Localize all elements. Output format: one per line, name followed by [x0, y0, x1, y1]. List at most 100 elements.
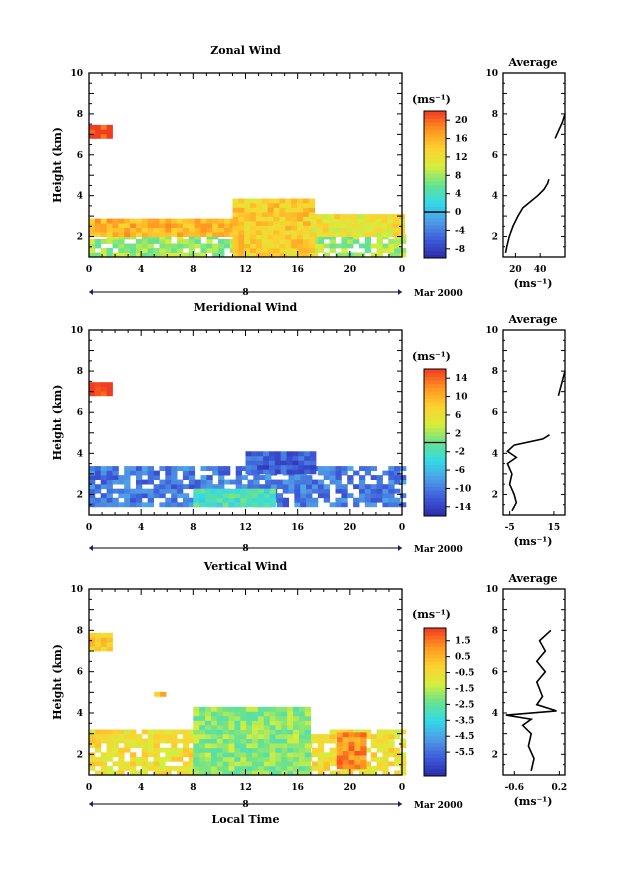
- x-axis-label: Local Time: [212, 813, 280, 826]
- heatmap-cell: [286, 464, 293, 470]
- heatmap-cell: [216, 747, 224, 753]
- heatmap-cell: [89, 475, 96, 480]
- heatmap-cell: [329, 752, 336, 758]
- heatmap-cell: [363, 214, 370, 219]
- heatmap-cell: [312, 248, 319, 253]
- heatmap-cell: [285, 198, 292, 204]
- heatmap-cell: [286, 469, 293, 475]
- y-tick-label: 6: [77, 151, 83, 161]
- heatmap-cell: [212, 227, 219, 233]
- heatmap-cell: [257, 706, 265, 712]
- heatmap-cell: [261, 248, 269, 253]
- heatmap-cell: [257, 497, 265, 503]
- heatmap-cell: [210, 729, 218, 735]
- heatmap-cell: [312, 252, 319, 258]
- heatmap-cell: [206, 248, 213, 253]
- colorbar: -5.5-4.5-3.5-2.5-1.5-0.50.51.5(ms⁻¹): [412, 608, 474, 777]
- heatmap-cell: [235, 470, 242, 476]
- heatmap-cell: [244, 243, 251, 249]
- heatmap-cell: [306, 488, 313, 494]
- heatmap-cell: [323, 475, 330, 480]
- heatmap-cell: [370, 743, 377, 749]
- heatmap-cell: [212, 232, 219, 237]
- colorbar-segment: [424, 642, 446, 647]
- heatmap-cell: [165, 243, 172, 249]
- colorbar-segment: [424, 672, 446, 677]
- y-tick-label: 8: [77, 626, 83, 636]
- colorbar-segment: [424, 232, 446, 237]
- heatmap-cell: [299, 720, 306, 726]
- heatmap-cell: [252, 720, 259, 726]
- heatmap-cell: [100, 752, 107, 758]
- heatmap-cell: [360, 737, 367, 742]
- colorbar-tick-label: -14: [455, 503, 471, 513]
- heatmap-cell: [293, 738, 300, 744]
- heatmap-cell: [130, 232, 137, 237]
- heatmap-cell: [89, 133, 96, 139]
- heatmap-cell: [342, 737, 349, 742]
- heatmap-cell: [112, 743, 119, 749]
- heatmap-cell: [293, 756, 300, 762]
- heatmap-cell: [205, 729, 212, 735]
- heatmap-cell: [238, 252, 245, 258]
- heatmap-cell: [241, 484, 248, 490]
- heatmap-cell: [261, 230, 269, 235]
- colorbar-segment: [424, 435, 446, 440]
- heatmap-cell: [245, 455, 252, 461]
- heatmap-cell: [334, 218, 341, 224]
- heatmap-cell: [244, 221, 251, 226]
- heatmap-cell: [153, 488, 160, 494]
- heatmap-cell: [141, 232, 149, 237]
- heatmap-cell: [210, 734, 218, 739]
- heatmap-cell: [269, 715, 276, 721]
- heatmap-cell: [235, 479, 242, 485]
- heatmap-cell: [353, 470, 360, 476]
- heatmap-cell: [354, 755, 361, 761]
- heatmap-cell: [100, 479, 107, 485]
- heatmap-cell: [274, 460, 282, 466]
- heatmap-cell: [106, 484, 113, 490]
- heatmap-cell: [394, 770, 401, 776]
- colorbar-unit: (ms⁻¹): [412, 608, 451, 621]
- heatmap-cell: [193, 725, 200, 730]
- heatmap-cell: [232, 234, 239, 240]
- heatmap-cell: [234, 761, 241, 767]
- heatmap-cell: [340, 214, 347, 219]
- colorbar-segment: [424, 479, 446, 484]
- colorbar-frame: [423, 110, 447, 259]
- heatmap-cell: [240, 493, 247, 499]
- heatmap-cell: [388, 743, 395, 749]
- x-tick-label: 0: [86, 783, 92, 793]
- heatmap-cell: [291, 248, 298, 253]
- heatmap-cell: [136, 218, 143, 224]
- heatmap-cell: [267, 216, 274, 222]
- heatmap-cell: [171, 756, 178, 762]
- heatmap-cell: [376, 488, 383, 494]
- heatmap-cell: [322, 223, 329, 228]
- heatmap-cell: [205, 497, 212, 503]
- heatmap-cell: [222, 493, 229, 499]
- heatmap-cell: [212, 223, 219, 228]
- heatmap-cell: [323, 765, 330, 771]
- heatmap-cell: [100, 738, 107, 744]
- heatmap-cell: [106, 632, 113, 638]
- heatmap-cell: [159, 218, 166, 224]
- heatmap-cell: [118, 734, 125, 739]
- heatmap-cell: [89, 227, 96, 233]
- colorbar-segment: [424, 394, 446, 399]
- heatmap-cell: [293, 720, 300, 726]
- heatmap-cell: [193, 752, 200, 758]
- heatmap-cell: [354, 759, 361, 765]
- heatmap-cell: [216, 497, 224, 503]
- heatmap-cell: [388, 470, 395, 476]
- avg-y-tick-label: 10: [485, 326, 498, 336]
- heatmap-cell: [287, 711, 294, 717]
- heatmap-cell: [375, 223, 382, 228]
- heatmap-cell: [106, 129, 113, 135]
- avg-y-tick-label: 10: [485, 585, 498, 595]
- heatmap-cell: [394, 466, 401, 471]
- heatmap-cell: [364, 747, 372, 753]
- heatmap-cell: [147, 227, 154, 233]
- heatmap-cell: [118, 248, 125, 253]
- heatmap-cell: [246, 502, 253, 508]
